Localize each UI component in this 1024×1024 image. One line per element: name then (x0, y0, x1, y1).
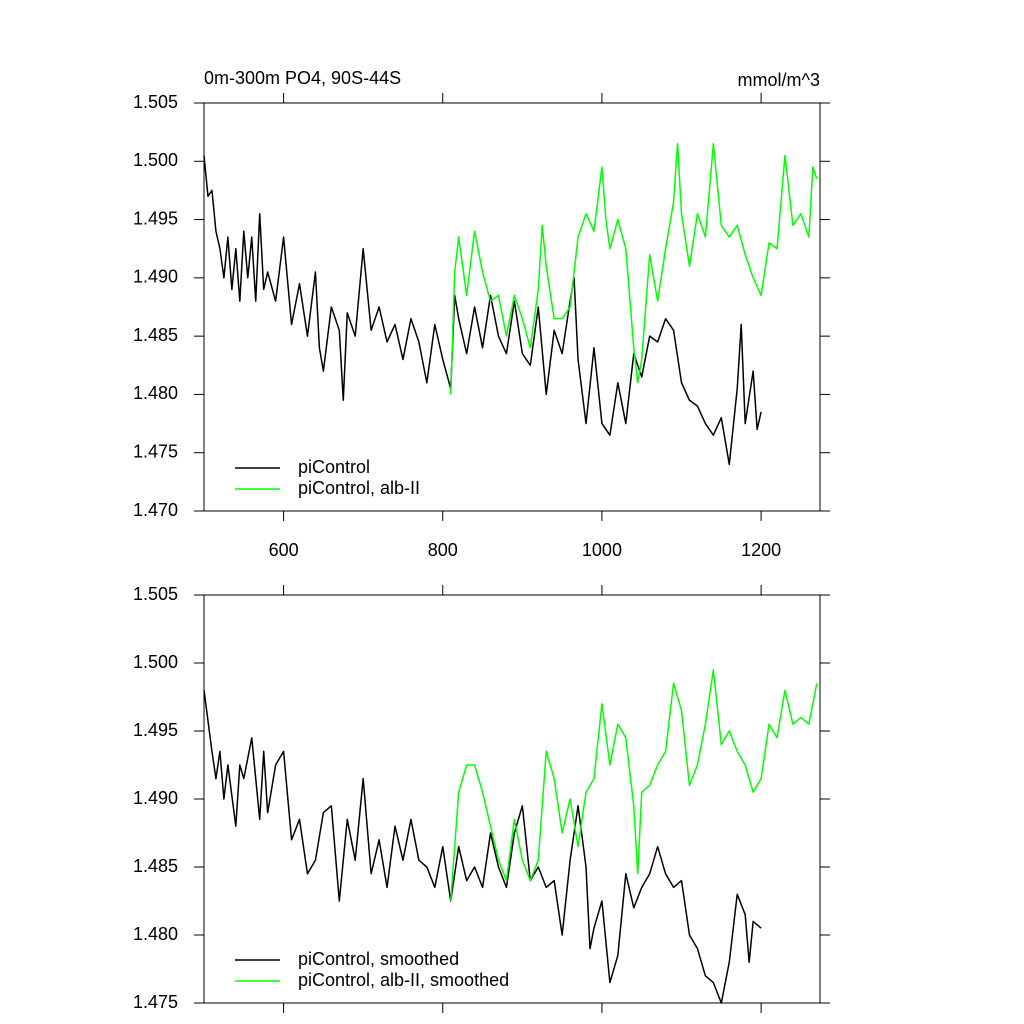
y-tick-label: 1.500 (133, 652, 178, 672)
x-tick-label: 1200 (741, 540, 781, 560)
y-tick-label: 1.470 (133, 500, 178, 520)
y-tick-label: 1.475 (133, 992, 178, 1012)
y-tick-label: 1.480 (133, 924, 178, 944)
y-tick-label: 1.495 (133, 208, 178, 228)
y-tick-label: 1.490 (133, 788, 178, 808)
y-tick-label: 1.480 (133, 383, 178, 403)
y-tick-label: 1.505 (133, 92, 178, 112)
x-tick-label: 800 (428, 540, 458, 560)
y-tick-label: 1.495 (133, 720, 178, 740)
series-line (203, 690, 762, 1004)
series-line (449, 143, 818, 395)
series-line (449, 669, 818, 902)
chart-title: 0m-300m PO4, 90S-44S (204, 68, 401, 88)
legend-label: piControl, alb-II, smoothed (298, 970, 509, 990)
legend-label: piControl, smoothed (298, 949, 459, 969)
legend-label: piControl (298, 457, 370, 477)
units-label: mmol/m^3 (738, 70, 820, 90)
y-tick-label: 1.490 (133, 267, 178, 287)
x-tick-label: 600 (269, 540, 299, 560)
y-tick-label: 1.505 (133, 584, 178, 604)
plot-frame (203, 594, 821, 1004)
series-line (203, 155, 762, 466)
x-tick-label: 1000 (582, 540, 622, 560)
plot-frame (203, 102, 821, 512)
legend-label: piControl, alb-II (298, 478, 420, 498)
y-tick-label: 1.485 (133, 856, 178, 876)
y-tick-label: 1.500 (133, 150, 178, 170)
y-tick-label: 1.475 (133, 441, 178, 461)
y-tick-label: 1.485 (133, 325, 178, 345)
